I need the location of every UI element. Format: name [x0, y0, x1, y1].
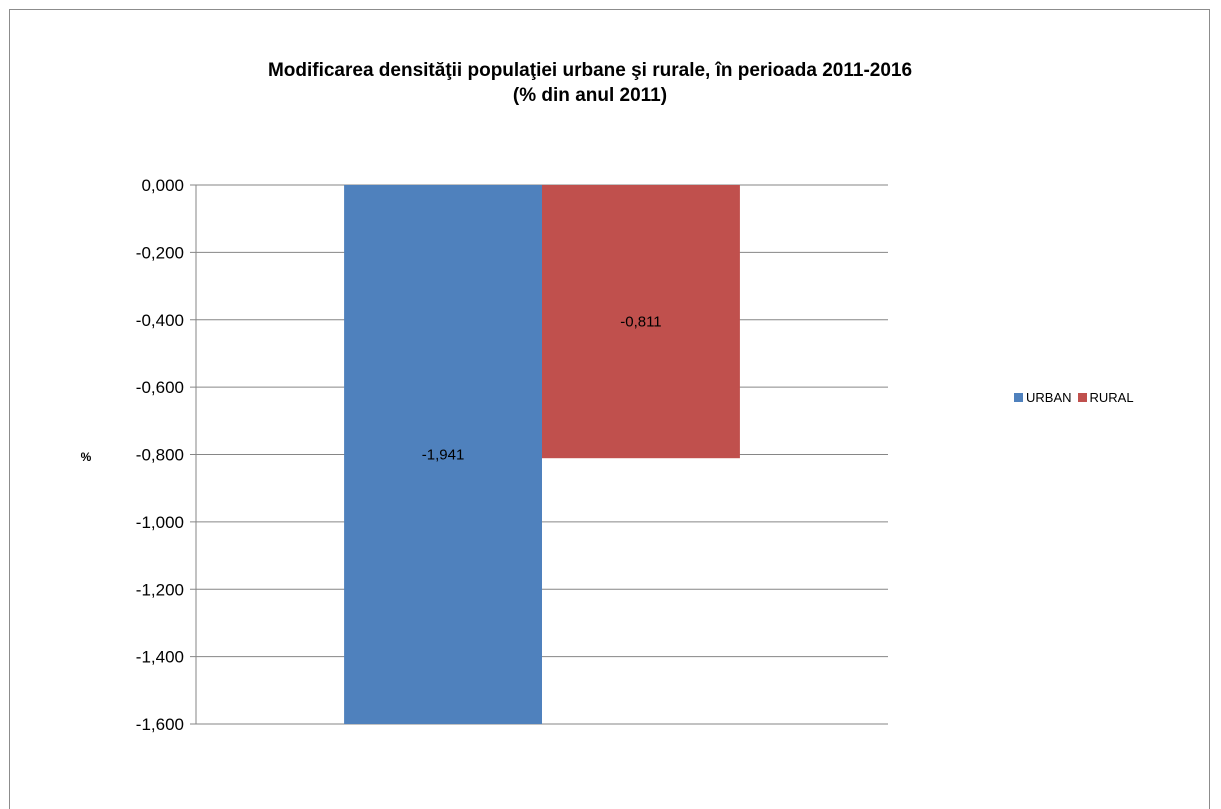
legend-swatch — [1014, 393, 1023, 402]
legend-label: URBAN — [1026, 390, 1072, 405]
chart-title-line: Modificarea densităţii populaţiei urbane… — [267, 60, 913, 81]
data-label-rural: -0,811 — [620, 314, 661, 331]
legend: URBAN RURAL — [1014, 390, 1140, 405]
y-tick-labels: 0,000 -0,200 -0,400 -0,600 -0,800 -1,000 -1,20… — [136, 176, 184, 734]
legend-swatch — [1077, 393, 1087, 402]
bar-rural — [542, 185, 740, 459]
y-tick-label: -0,600 — [136, 378, 184, 397]
legend-item-rural: RURAL — [1077, 390, 1134, 405]
legend-item-urban: URBAN — [1014, 390, 1072, 405]
y-tick-label: 0,000 — [141, 176, 184, 195]
bars — [344, 185, 740, 724]
y-tick-label: -1,600 — [136, 715, 184, 734]
y-tick-label: -1,400 — [136, 648, 184, 667]
y-tick-label: -1,200 — [136, 580, 184, 599]
y-tick-label: -0,400 — [136, 311, 184, 330]
data-labels: -1,941 -0,811 — [422, 314, 662, 464]
chart-title: Modificarea densităţii populaţiei urbane… — [100, 58, 1080, 108]
data-label-urban: -1,941 — [422, 447, 465, 464]
y-tick-label: -0,800 — [136, 446, 184, 465]
y-tick-label: -1,000 — [136, 513, 184, 532]
y-axis-label: % — [81, 450, 92, 464]
chart-subtitle: (% din anul 2011) — [512, 85, 668, 106]
y-tick-label: -0,200 — [136, 243, 184, 262]
bar-urban — [344, 185, 542, 724]
legend-label: RURAL — [1089, 390, 1134, 405]
